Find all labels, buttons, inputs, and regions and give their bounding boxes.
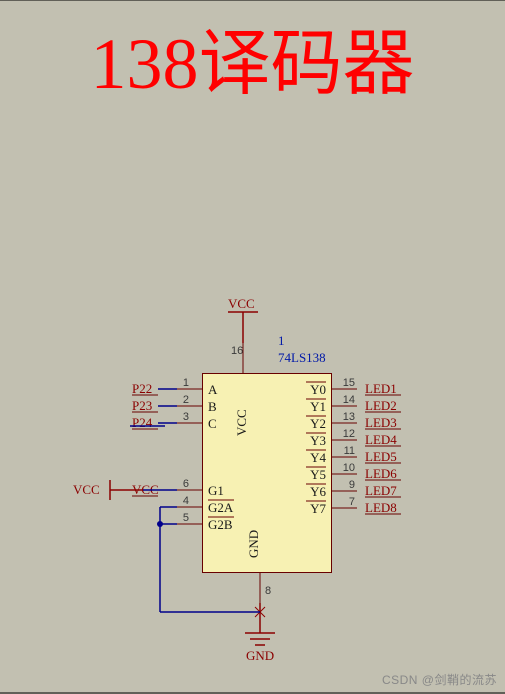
pin-num-16: 16 (231, 345, 243, 357)
pin-num-7: 7 (349, 496, 355, 508)
net-led6: LED6 (365, 466, 397, 481)
chip-part: 74LS138 (278, 350, 326, 365)
pin-name-Y3: Y3 (310, 433, 326, 448)
pin-num-1: 1 (183, 377, 189, 389)
net-p24: P24 (132, 415, 153, 430)
pin-num-3: 3 (183, 411, 189, 423)
watermark: CSDN @剑鞘的流苏 (382, 671, 497, 688)
pin-num-8: 8 (265, 585, 271, 597)
pin-num-9: 9 (349, 479, 355, 491)
net-p22: P22 (132, 381, 152, 396)
pin-num-2: 2 (183, 394, 189, 406)
pin-name-A: A (208, 382, 218, 397)
net-p23: P23 (132, 398, 152, 413)
net-led1: LED1 (365, 381, 397, 396)
pin-name-Y1: Y1 (310, 399, 326, 414)
pin-name-Y2: Y2 (310, 416, 326, 431)
schematic-canvas: 1 74LS138 1AP222BP233CP246G1VCC4G2A5G2B … (0, 0, 505, 694)
pin-num-13: 13 (343, 411, 355, 423)
net-led8: LED8 (365, 500, 397, 515)
pin-name-gnd: GND (246, 530, 261, 558)
junction-g2 (157, 521, 163, 527)
net-led3: LED3 (365, 415, 397, 430)
pin-num-15: 15 (343, 377, 355, 389)
pin-name-Y7: Y7 (310, 501, 326, 516)
chip-designator: 1 (278, 333, 285, 348)
net-led7: LED7 (365, 483, 397, 498)
net-led2: LED2 (365, 398, 397, 413)
vcc-label-g1: VCC (73, 482, 100, 497)
pin-name-C: C (208, 416, 217, 431)
pin-name-Y6: Y6 (310, 484, 326, 499)
pin-name-Y4: Y4 (310, 450, 326, 465)
pin-name-vcc: VCC (234, 409, 249, 436)
net-led5: LED5 (365, 449, 397, 464)
pin-name-G2B: G2B (208, 517, 233, 532)
gnd-label: GND (246, 648, 274, 663)
pin-num-12: 12 (343, 428, 355, 440)
pin-num-14: 14 (343, 394, 355, 406)
pin-num-10: 10 (343, 462, 355, 474)
net-led4: LED4 (365, 432, 397, 447)
pin-name-Y0: Y0 (310, 382, 326, 397)
pin-name-Y5: Y5 (310, 467, 326, 482)
pin-num-11: 11 (344, 445, 355, 457)
pin-name-B: B (208, 399, 217, 414)
pin-num-4: 4 (183, 495, 189, 507)
vcc-label-top: VCC (228, 296, 255, 311)
pin-name-G1: G1 (208, 483, 224, 498)
pin-name-G2A: G2A (208, 500, 234, 515)
pin-num-5: 5 (183, 512, 189, 524)
pin-num-6: 6 (183, 478, 189, 490)
